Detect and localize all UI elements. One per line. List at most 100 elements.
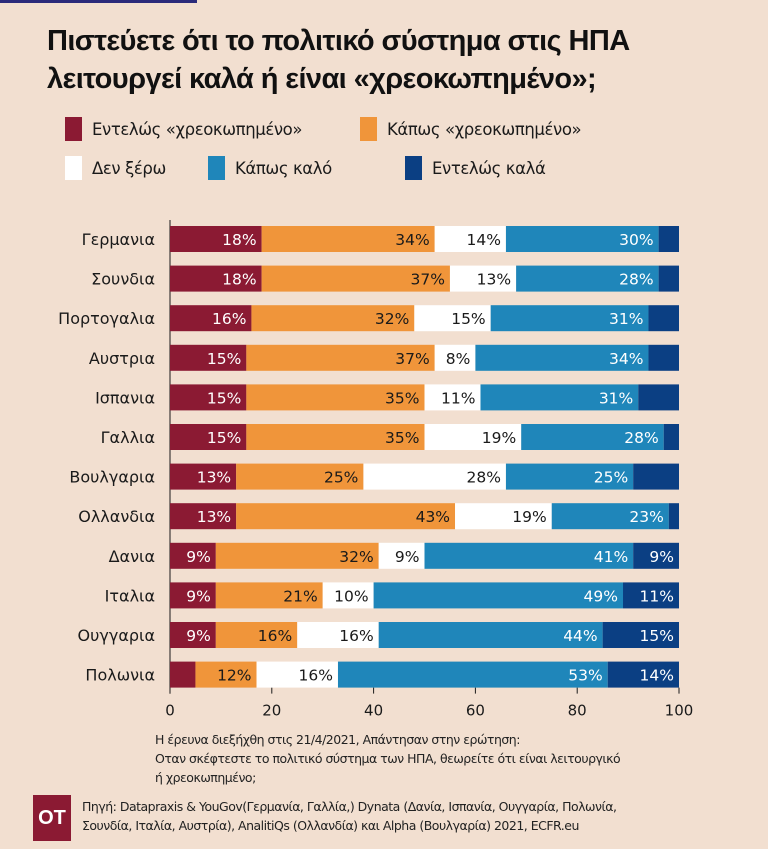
data-label: 28%: [619, 271, 653, 289]
bar-segment: [434, 344, 476, 371]
data-label: 37%: [410, 271, 444, 289]
data-label: 10%: [334, 587, 368, 605]
data-label: 28%: [466, 469, 500, 487]
bar-segment: [516, 265, 659, 292]
category-label: Δανια: [109, 547, 155, 566]
bar-segment: [633, 542, 679, 569]
bar-segment: [246, 344, 435, 371]
category-label: Σουνδια: [91, 270, 155, 289]
data-label: 41%: [594, 548, 628, 566]
bar-segment: [424, 384, 481, 411]
data-label: 34%: [395, 231, 429, 249]
category-label: Γερμανια: [82, 230, 155, 249]
bar-segment: [170, 384, 247, 411]
bar-segment: [246, 424, 425, 450]
data-label: 30%: [619, 231, 653, 249]
bar-segment: [455, 503, 552, 530]
data-label: 19%: [512, 508, 546, 526]
bar-segment: [215, 582, 323, 609]
data-label: 13%: [197, 508, 231, 526]
data-label: 53%: [568, 667, 602, 685]
data-label: 15%: [207, 350, 241, 368]
data-label: 15%: [451, 310, 485, 328]
data-label: 28%: [624, 429, 658, 447]
bar-segment: [215, 542, 379, 569]
data-label: 49%: [584, 587, 618, 605]
x-tick-label: 100: [665, 702, 694, 720]
data-label: 16%: [212, 310, 246, 328]
data-label: 16%: [339, 627, 373, 645]
legend-label: Δεν ξέρω: [92, 158, 166, 178]
bar-segment: [170, 226, 262, 252]
note-line-3: ή χρεοκωπημένο;: [155, 770, 256, 785]
legend-item-completely-good: Εντελώς καλά: [405, 156, 546, 180]
data-label: 18%: [222, 231, 256, 249]
category-label: Ολλανδια: [78, 507, 155, 526]
title-line-1: Πιστεύετε ότι το πολιτικό σύστημα στις Η…: [47, 25, 630, 57]
legend-item-somewhat-bankrupt: Κάπως «χρεοκωπημένο»: [360, 117, 582, 141]
data-label: 11%: [640, 587, 674, 605]
data-label: 31%: [599, 389, 633, 407]
bar-segment: [322, 582, 374, 609]
bar-segment: [170, 582, 216, 609]
data-label: 13%: [197, 469, 231, 487]
legend-label: Εντελώς «χρεοκωπημένο»: [92, 119, 303, 139]
bar-segment: [490, 305, 649, 332]
bar-segment: [602, 622, 679, 648]
legend-item-dont-know: Δεν ξέρω: [65, 156, 166, 180]
legend-swatch: [208, 156, 225, 180]
data-label: 32%: [375, 310, 409, 328]
data-label: 13%: [477, 271, 511, 289]
category-label: Ιταλια: [105, 586, 155, 605]
bar-segment: [251, 305, 415, 332]
bar-segment: [434, 226, 506, 252]
data-label: 15%: [207, 429, 241, 447]
x-tick-label: 60: [466, 702, 485, 720]
bar-segment: [215, 622, 298, 648]
data-label: 35%: [385, 389, 419, 407]
bar-segment: [607, 661, 679, 688]
chart-title: Πιστεύετε ότι το πολιτικό σύστημα στις Η…: [47, 22, 747, 98]
bar-segment: [414, 305, 491, 332]
category-label: Βουλγαρια: [69, 468, 155, 487]
data-label: 32%: [339, 548, 373, 566]
ot-logo: OT: [33, 795, 71, 841]
bar-segment: [297, 622, 379, 648]
bar-segment: [378, 622, 603, 648]
data-label: 9%: [649, 548, 674, 566]
legend-label: Εντελώς καλά: [432, 158, 546, 178]
bar-segment: [633, 463, 679, 490]
data-label: 9%: [186, 587, 211, 605]
data-label: 21%: [283, 587, 317, 605]
bar-segment: [505, 463, 634, 490]
bar-segment: [236, 503, 456, 530]
data-label: 34%: [609, 350, 643, 368]
data-label: 9%: [186, 548, 211, 566]
bar-segment: [658, 265, 679, 292]
bar-segment: [261, 226, 435, 252]
bar-segment: [236, 463, 364, 490]
bar-segment: [170, 265, 262, 292]
bar-segment: [373, 582, 624, 609]
bar-segment: [475, 344, 649, 371]
data-label: 9%: [395, 548, 420, 566]
survey-note: Η έρευνα διεξήχθη στις 21/4/2021, Απάντη…: [155, 730, 755, 787]
bar-segment: [623, 582, 679, 609]
data-label: 9%: [186, 627, 211, 645]
legend-label: Κάπως «χρεοκωπημένο»: [387, 119, 582, 139]
bar-segment: [170, 661, 196, 688]
bar-segment: [256, 661, 338, 688]
data-label: 19%: [482, 429, 516, 447]
data-label: 31%: [609, 310, 643, 328]
top-accent-bar: [0, 0, 197, 3]
bar-segment: [648, 344, 679, 371]
data-label: 16%: [299, 667, 333, 685]
bar-segment: [505, 226, 659, 252]
x-tick-label: 80: [568, 702, 587, 720]
data-label: 37%: [395, 350, 429, 368]
category-label: Πορτογαλια: [58, 309, 155, 328]
category-label: Ουγγαρια: [78, 626, 155, 645]
bar-segment: [246, 384, 425, 411]
bar-segment: [663, 424, 679, 450]
